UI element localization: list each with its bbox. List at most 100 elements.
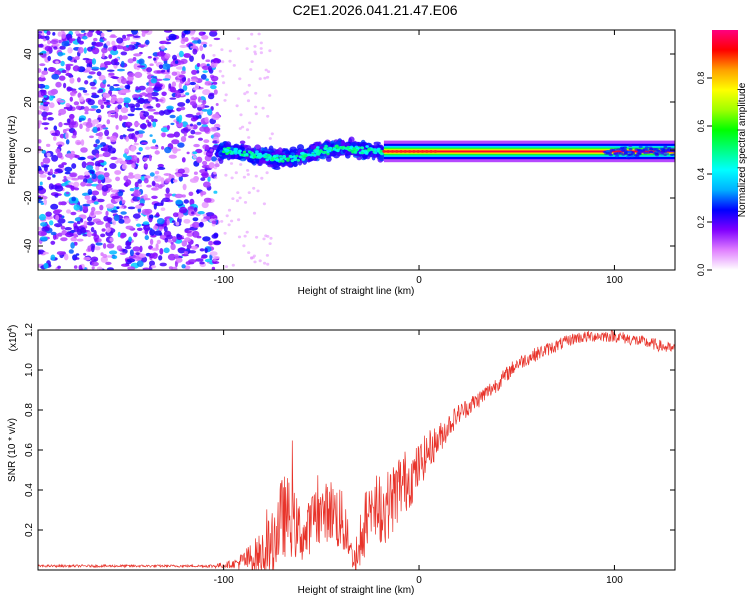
heatmap-cell (103, 101, 111, 105)
heatmap-cell (169, 97, 177, 100)
heatmap-cell (272, 155, 277, 158)
heatmap-cell (219, 142, 224, 146)
heatmap-cell (204, 81, 212, 86)
heatmap-cell (172, 54, 177, 61)
heatmap-cell (96, 266, 103, 270)
heatmap-cell (109, 135, 117, 142)
heatmap-cell (125, 241, 132, 247)
heatmap-cell (57, 232, 63, 237)
heatmap-cell (242, 150, 247, 154)
x-tick-label: 0 (416, 275, 422, 286)
heatmap-cell (268, 137, 272, 140)
heatmap-cell (64, 171, 71, 175)
heatmap-cell (621, 149, 626, 152)
heatmap-cell (66, 176, 73, 180)
heatmap-cell (131, 163, 136, 169)
heatmap-cell (183, 199, 189, 204)
heatmap-cell (143, 224, 151, 232)
heatmap-cell (177, 102, 186, 107)
heatmap-cell (41, 226, 50, 232)
heatmap-cell (114, 170, 122, 175)
x-tick-label: -100 (214, 575, 234, 586)
heatmap-cell (167, 253, 177, 261)
heatmap-cell (131, 30, 138, 35)
heatmap-cell (44, 45, 53, 52)
heatmap-cell (208, 65, 212, 73)
heatmap-cell (615, 153, 620, 156)
snr-ticks: -100 0 100 0.2 0.4 0.6 0.8 1.0 1.2 (24, 323, 675, 586)
heatmap-cell (159, 248, 164, 255)
heatmap-cell (198, 31, 205, 36)
heatmap-cell (127, 72, 135, 78)
heatmap-cell (228, 59, 232, 63)
heatmap-cell (91, 261, 99, 267)
heatmap-cell (259, 51, 263, 55)
figure-title: C2E1.2026.041.21.47.E06 (292, 2, 458, 18)
heatmap-cell (42, 157, 51, 164)
heatmap-cell (47, 90, 56, 96)
heatmap-cell (138, 44, 146, 48)
heatmap-cell (640, 149, 645, 152)
heatmap-cell (39, 43, 44, 48)
heatmap-cell (192, 221, 200, 229)
heatmap-cell (78, 96, 84, 102)
heatmap-cell (227, 146, 231, 150)
heatmap-cell (266, 235, 270, 238)
heatmap-cell (102, 147, 108, 152)
heatmap-cell (243, 92, 247, 96)
heatmap-cell (143, 197, 151, 201)
heatmap-cell (262, 237, 266, 241)
heatmap-cell (83, 47, 87, 54)
heatmap-cell (97, 238, 102, 242)
heatmap-cell (80, 218, 84, 223)
heatmap-cell (105, 203, 115, 209)
heatmap-cell (70, 92, 75, 96)
heatmap-cell (69, 38, 76, 41)
heatmap-cell (192, 230, 200, 238)
heatmap-cell (57, 218, 66, 224)
heatmap-cell (147, 97, 153, 102)
heatmap-cell (155, 243, 159, 250)
heatmap-cell (137, 179, 142, 184)
heatmap-cell (132, 94, 140, 99)
heatmap-cell (127, 113, 135, 117)
heatmap-cell (390, 150, 395, 153)
heatmap-cell (200, 256, 207, 259)
heatmap-cell (49, 168, 53, 175)
heatmap-cell (76, 221, 81, 225)
heatmap-cell (46, 152, 51, 157)
heatmap-cell (80, 227, 87, 234)
heatmap-cell (113, 84, 120, 87)
heatmap-cell (241, 125, 245, 129)
heatmap-cell (247, 136, 251, 139)
heatmap-cell (254, 105, 258, 109)
heatmap-cell (69, 113, 75, 120)
heatmap-cell (665, 148, 670, 151)
heatmap-cell (644, 146, 649, 149)
heatmap-cell (136, 152, 141, 155)
heatmap-cell (65, 63, 74, 67)
heatmap-cell (183, 53, 191, 58)
colorbar-ticks: 0.0 0.2 0.4 0.6 0.8 (696, 72, 712, 276)
heatmap-cell (211, 156, 217, 162)
heatmap-cell (86, 199, 93, 204)
heatmap-cell (180, 106, 186, 111)
heatmap-cell (210, 75, 219, 82)
heatmap-cell (268, 49, 272, 53)
heatmap-cell (628, 144, 633, 147)
heatmap-cell (83, 220, 88, 227)
heatmap-cell (40, 74, 45, 78)
heatmap-cell (87, 245, 92, 252)
heatmap-cell (44, 105, 49, 112)
heatmap-cell (130, 145, 136, 152)
heatmap-cell (112, 150, 116, 154)
heatmap-cell (113, 58, 119, 64)
heatmap-cell (237, 235, 242, 239)
heatmap-cell (353, 151, 358, 154)
heatmap-cell (175, 66, 185, 70)
heatmap-cell (654, 147, 659, 151)
heatmap-cell (301, 154, 305, 158)
heatmap-cell (268, 94, 272, 97)
heatmap-cell (254, 174, 258, 178)
heatmap-cell (246, 99, 251, 103)
